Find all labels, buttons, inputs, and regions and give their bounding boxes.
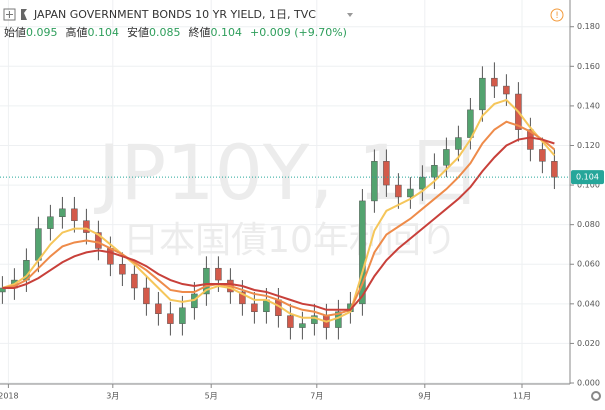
- x-tick-label: 9月: [418, 392, 431, 401]
- candle-body: [143, 287, 150, 305]
- candle-body: [107, 248, 114, 265]
- candle-body: [383, 161, 390, 186]
- candle-body: [443, 149, 450, 166]
- candle-body: [395, 184, 402, 198]
- y-tick-label: 0.020: [577, 339, 600, 348]
- candle-body: [155, 303, 162, 314]
- candle-body: [203, 267, 210, 295]
- candle-body: [359, 200, 366, 305]
- candle-body: [251, 303, 258, 313]
- y-tick-label: 0.100: [577, 181, 600, 190]
- x-tick-label: 3月: [106, 392, 119, 401]
- ohlc-label: 高値: [66, 25, 88, 39]
- ohlc-value: 0.095: [26, 26, 58, 39]
- candle-body: [527, 129, 534, 150]
- ohlc-value: 0.085: [149, 26, 181, 39]
- y-tick-label: 0.120: [577, 141, 600, 150]
- candle-body: [407, 188, 414, 198]
- ribbon-line: [2, 98, 556, 323]
- x-tick-label: 2018: [0, 392, 19, 401]
- y-tick-label: 0.040: [577, 299, 600, 308]
- axes: 0.000 0.020 0.040 0.060 0.080 0.100 0.120 0.140…: [0, 22, 604, 401]
- ribbon-line: [2, 136, 555, 311]
- candle-body: [71, 208, 78, 221]
- candle-body: [131, 273, 138, 289]
- candle-body: [431, 165, 438, 178]
- candle-body: [215, 267, 222, 281]
- candle-body: [179, 307, 186, 324]
- y-tick-label: 0.140: [577, 101, 600, 110]
- alert-icon: !: [555, 11, 559, 21]
- x-tick-label: 11月: [513, 392, 531, 401]
- dropdown-icon[interactable]: [347, 13, 353, 17]
- y-tick-label: 0.080: [577, 220, 600, 229]
- ohlc-line: 始値0.095 高値0.104 安値0.085 終値0.104 +0.009 (+9.7…: [4, 25, 347, 39]
- plot: [0, 62, 570, 340]
- ohlc-label: 安値: [127, 25, 149, 39]
- ohlc-value: 0.104: [211, 26, 243, 39]
- ohlc-value: 0.104: [88, 26, 120, 39]
- y-tick-label: 0.180: [577, 22, 600, 31]
- candle-body: [35, 228, 42, 261]
- collapse-icon[interactable]: [3, 8, 16, 21]
- ohlc-label: 始値: [4, 25, 26, 39]
- candle-body: [95, 232, 102, 249]
- candle-body: [491, 77, 498, 87]
- y-tick-label: 0.060: [577, 260, 600, 269]
- candle-body: [299, 323, 306, 328]
- x-tick-label: 7月: [310, 392, 323, 401]
- y-tick-label: 0.000: [577, 379, 600, 388]
- change: +0.009 (+9.70%): [250, 26, 347, 39]
- last-price-tag: [571, 170, 604, 185]
- candle-body: [47, 216, 54, 229]
- last-price-label: 0.104: [576, 173, 599, 182]
- candle-body: [371, 161, 378, 202]
- candle-body: [287, 315, 294, 328]
- candle-body: [455, 137, 462, 150]
- watermark-symbol: JP10Y, 1日: [94, 128, 482, 217]
- y-tick-label: 0.160: [577, 62, 600, 71]
- candle-body: [119, 263, 126, 275]
- candle-body: [59, 208, 66, 217]
- alert-icon[interactable]: [550, 8, 564, 22]
- candle-body: [479, 77, 486, 111]
- ohlc-label: 終値: [189, 25, 211, 39]
- symbol-title: JAPAN GOVERNMENT BONDS 10 YR YIELD, 1日, …: [33, 8, 316, 21]
- candle-body: [503, 85, 510, 95]
- ribbon-line: [2, 120, 556, 317]
- flag-icon: [21, 9, 27, 20]
- candle-body: [419, 176, 426, 190]
- watermark-name: 日本国債10年利回り: [123, 220, 457, 261]
- candle-body: [539, 149, 546, 162]
- candle-body: [167, 313, 174, 324]
- candle-body: [239, 291, 246, 305]
- x-tick-label: 5月: [205, 392, 218, 401]
- candle-body: [551, 161, 558, 178]
- candle-body: [83, 220, 90, 233]
- settings-icon[interactable]: [591, 391, 601, 401]
